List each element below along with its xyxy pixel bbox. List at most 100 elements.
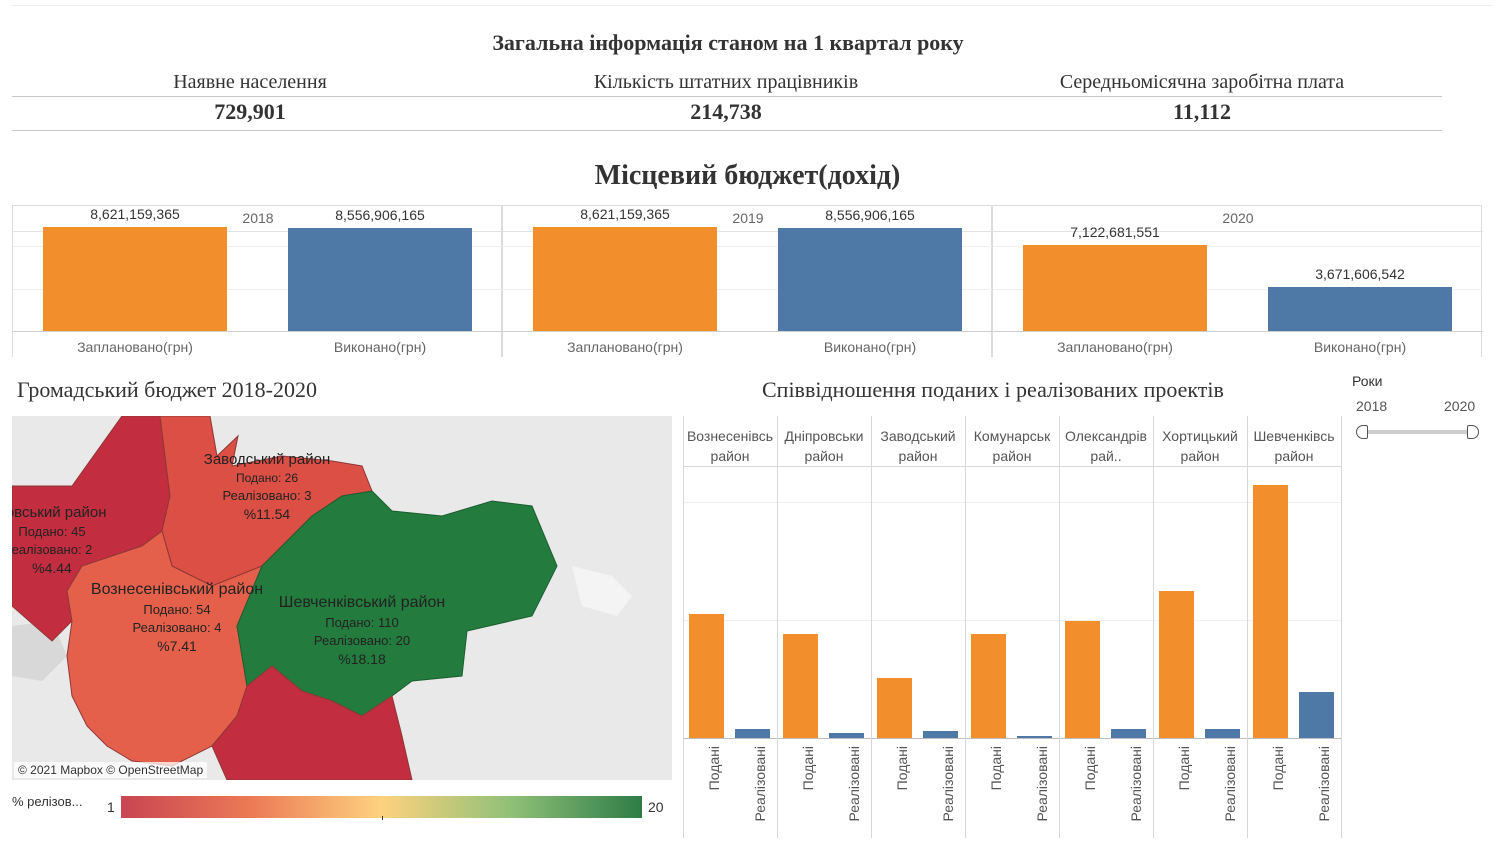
year-slider-start-handle[interactable] (1356, 425, 1368, 439)
projects-gridline (683, 620, 1341, 621)
projects-gridline (683, 502, 1341, 503)
kpi-salary-value: 11,112 (1172, 99, 1232, 124)
district-header-line: район (992, 448, 1032, 464)
submitted-bar (971, 634, 1006, 738)
realized-bar (1299, 691, 1334, 738)
legend-label: % релізов... (12, 794, 83, 809)
map-background-area (572, 566, 632, 616)
legend-tick (382, 816, 383, 820)
bar-value-label: 8,621,159,365 (90, 205, 180, 222)
district-header-line: рай.. (1090, 448, 1122, 464)
bar-axis-label: Реалізовані (940, 746, 956, 822)
district-voznesenivskyi-label: Вознесенівський район Подано: 54 Реалізо… (90, 581, 264, 654)
map-region-south[interactable] (211, 665, 413, 780)
budget-baseline (503, 331, 993, 332)
projects-title: Співвідношення поданих і реалізованих пр… (762, 377, 1224, 402)
budget-header-line (13, 231, 503, 232)
bar-category-label: Виконано(грн) (823, 339, 917, 355)
kpi-staff-label: Кількість штатних працівників (593, 71, 859, 93)
bar-category-label: Виконано(грн) (1313, 339, 1407, 355)
budget-gridline (13, 246, 503, 247)
district-map[interactable]: Заводський район Подано: 26 Реалізовано:… (12, 416, 672, 780)
projects-column-divider (871, 416, 872, 838)
district-header-line: Дніпровськи (784, 428, 864, 444)
map-shapes (12, 416, 632, 780)
submitted-bar (783, 634, 818, 738)
bar-axis-label: Подані (800, 746, 816, 791)
submitted-bar (877, 678, 912, 738)
bar-axis-label: Подані (1270, 746, 1286, 791)
district-header: Дніпровськи район (777, 426, 871, 466)
district-header-line: район (710, 448, 750, 464)
district-dniprovskyi-label: ровський район Подано: 45 еалізовано: 2 … (12, 504, 107, 576)
budget-chart: 2018 8,621,159,365 Заплановано(грн) 8,556,9… (12, 205, 1483, 357)
district-header: Вознесенівсь район (683, 426, 777, 466)
district-header-line: район (1180, 448, 1220, 464)
kpi-salary-label: Середньомісячна заробітна плата (1059, 71, 1345, 93)
district-header: Олександрів рай.. (1059, 426, 1153, 466)
district-header-line: Хортицький (1162, 428, 1238, 444)
submitted-bar (689, 613, 724, 738)
bar-axis-label: Реалізовані (1034, 746, 1050, 822)
submitted-bar (1253, 484, 1288, 738)
realized-bar (735, 728, 770, 738)
map-title: Громадський бюджет 2018-2020 (17, 377, 317, 402)
realized-bar (1205, 728, 1240, 738)
projects-baseline (683, 738, 1341, 739)
district-header-line: Заводський (880, 428, 956, 444)
budget-header-line (993, 231, 1483, 232)
realized-bar (1111, 728, 1146, 738)
done-bar (288, 227, 472, 331)
kpi-bottom-divider (12, 130, 1442, 131)
bar-axis-label: Подані (1082, 746, 1098, 791)
done-bar (778, 227, 962, 331)
year-slider-end-handle[interactable] (1467, 425, 1479, 439)
projects-column-divider (1153, 416, 1154, 838)
bar-axis-label: Подані (894, 746, 910, 791)
bar-axis-label: Подані (988, 746, 1004, 791)
projects-header-line (683, 466, 1341, 467)
kpi-population-value: 729,901 (214, 99, 286, 124)
bar-axis-label: Реалізовані (1316, 746, 1332, 822)
filter-min: 2018 (1356, 398, 1388, 414)
projects-column-divider (777, 416, 778, 838)
budget-year-label: 2018 (242, 210, 274, 226)
submitted-bar (1065, 620, 1100, 738)
budget-gridline (503, 246, 993, 247)
legend-max: 20 (648, 799, 664, 815)
bar-value-label: 3,671,606,542 (1315, 265, 1405, 282)
bar-axis-label: Реалізовані (1128, 746, 1144, 822)
bar-axis-label: Подані (1176, 746, 1192, 791)
year-slider-track[interactable] (1362, 430, 1473, 434)
top-divider (12, 5, 1492, 6)
district-header-line: Олександрів (1065, 428, 1147, 444)
bar-value-label: 7,122,681,551 (1070, 223, 1160, 240)
budget-header-line (503, 231, 993, 232)
projects-column-divider (1059, 416, 1060, 838)
bar-value-label: 8,556,906,165 (825, 206, 915, 223)
legend-color-bar (121, 796, 642, 818)
bar-category-label: Заплановано(грн) (77, 339, 193, 355)
district-header: Комунарськ район (965, 426, 1059, 466)
budget-year-label: 2020 (1222, 210, 1254, 226)
bar-value-label: 8,556,906,165 (335, 206, 425, 223)
filter-max: 2020 (1444, 398, 1476, 414)
district-header-line: район (804, 448, 844, 464)
bar-category-label: Заплановано(грн) (1057, 339, 1173, 355)
district-header: Хортицький район (1153, 426, 1247, 466)
district-header-line: район (898, 448, 938, 464)
budget-title: Місцевий бюджет(дохід) (594, 160, 901, 191)
budget-gridline (13, 289, 503, 290)
planned-bar (533, 226, 717, 331)
map-attribution[interactable]: © 2021 Mapbox © OpenStreetMap (14, 762, 208, 778)
district-header-line: Вознесенівсь (686, 428, 774, 444)
done-bar (1268, 286, 1452, 331)
projects-column-divider (683, 416, 684, 838)
district-header-line: Шевченківсь (1253, 428, 1335, 444)
bar-category-label: Заплановано(грн) (567, 339, 683, 355)
submitted-bar (1159, 590, 1194, 738)
planned-bar (1023, 244, 1207, 331)
budget-gridline (503, 289, 993, 290)
district-header: Заводський район (871, 426, 965, 466)
kpi-divider (12, 96, 1442, 97)
